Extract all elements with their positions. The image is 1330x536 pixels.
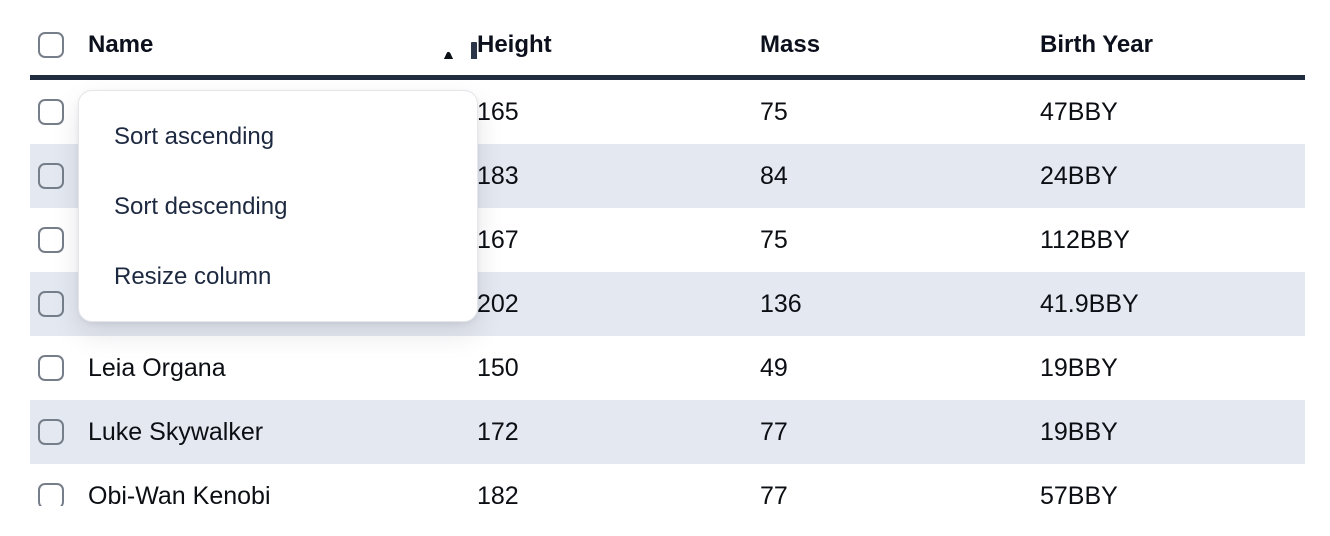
table-row[interactable]: Leia Organa 150 49 19BBY bbox=[30, 336, 1305, 400]
row-checkbox-cell bbox=[30, 163, 78, 189]
column-header-mass[interactable]: Mass bbox=[760, 31, 1040, 59]
cell-birth-year: 19BBY bbox=[1040, 417, 1118, 446]
cell-height: 167 bbox=[477, 225, 519, 254]
row-checkbox[interactable] bbox=[38, 483, 64, 506]
cell-name: Leia Organa bbox=[88, 353, 226, 382]
column-header-birth-year-label: Birth Year bbox=[1040, 30, 1153, 58]
cell-birth-year: 19BBY bbox=[1040, 353, 1118, 382]
menu-item-sort-ascending[interactable]: Sort ascending bbox=[114, 123, 275, 150]
menu-item-sort-descending[interactable]: Sort descending bbox=[114, 193, 288, 220]
select-all-checkbox[interactable] bbox=[38, 31, 64, 58]
column-header-height[interactable]: Height bbox=[477, 31, 760, 59]
cell-birth-year: 112BBY bbox=[1040, 225, 1130, 254]
table-row[interactable]: Obi-Wan Kenobi 182 77 57BBY bbox=[30, 464, 1305, 506]
row-checkbox-cell bbox=[30, 355, 78, 381]
row-checkbox[interactable] bbox=[38, 99, 64, 125]
column-header-birth-year[interactable]: Birth Year bbox=[1040, 31, 1305, 59]
cell-birth-year: 24BBY bbox=[1040, 161, 1118, 190]
cell-mass: 136 bbox=[760, 289, 802, 318]
column-header-name-label: Name bbox=[88, 30, 154, 58]
cell-birth-year: 57BBY bbox=[1040, 481, 1118, 507]
sort-ascending-icon bbox=[438, 51, 459, 59]
row-checkbox-cell bbox=[30, 291, 78, 317]
cell-name: Obi-Wan Kenobi bbox=[88, 481, 271, 507]
cell-name: Luke Skywalker bbox=[88, 417, 264, 446]
row-checkbox-cell bbox=[30, 99, 78, 125]
row-checkbox-cell bbox=[30, 483, 78, 506]
cell-mass: 84 bbox=[760, 161, 788, 190]
table-header-row: Name Height Mass Birth Year bbox=[30, 14, 1305, 80]
cell-mass: 49 bbox=[760, 353, 788, 382]
row-checkbox[interactable] bbox=[38, 355, 64, 381]
menu-item-resize-column[interactable]: Resize column bbox=[114, 263, 272, 290]
cell-mass: 77 bbox=[760, 481, 788, 507]
row-checkbox[interactable] bbox=[38, 163, 64, 189]
row-checkbox-cell bbox=[30, 227, 78, 253]
cell-height: 202 bbox=[477, 289, 519, 318]
cell-height: 172 bbox=[477, 417, 519, 446]
column-context-menu: Sort ascending Sort descending Resize co… bbox=[78, 90, 478, 322]
column-header-height-label: Height bbox=[477, 30, 552, 58]
cell-height: 150 bbox=[477, 353, 519, 382]
header-checkbox-cell bbox=[30, 31, 78, 58]
column-header-name[interactable]: Name bbox=[78, 31, 477, 59]
column-header-mass-label: Mass bbox=[760, 30, 821, 58]
cell-mass: 75 bbox=[760, 97, 788, 126]
cell-birth-year: 47BBY bbox=[1040, 97, 1118, 126]
column-resize-handle-icon[interactable] bbox=[471, 41, 477, 59]
row-checkbox[interactable] bbox=[38, 291, 64, 317]
cell-height: 182 bbox=[477, 481, 519, 507]
row-checkbox-cell bbox=[30, 419, 78, 445]
cell-mass: 75 bbox=[760, 225, 788, 254]
cell-birth-year: 41.9BBY bbox=[1040, 289, 1139, 318]
table-row[interactable]: Luke Skywalker 172 77 19BBY bbox=[30, 400, 1305, 464]
row-checkbox[interactable] bbox=[38, 419, 64, 445]
cell-mass: 77 bbox=[760, 417, 788, 446]
row-checkbox[interactable] bbox=[38, 227, 64, 253]
cell-height: 165 bbox=[477, 97, 519, 126]
cell-height: 183 bbox=[477, 161, 519, 190]
